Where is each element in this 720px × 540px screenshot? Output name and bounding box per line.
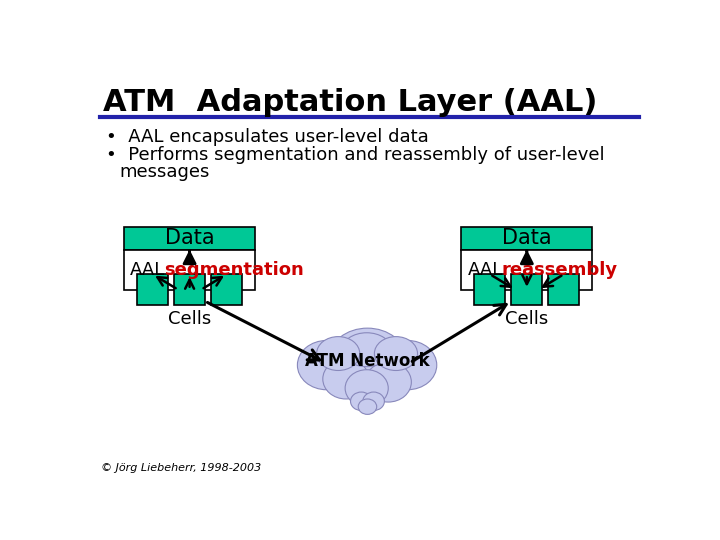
Text: ATM  Adaptation Layer (AAL): ATM Adaptation Layer (AAL) <box>102 88 597 117</box>
Text: segmentation: segmentation <box>164 261 304 279</box>
FancyBboxPatch shape <box>138 274 168 305</box>
Ellipse shape <box>329 328 406 390</box>
Text: ATM Network: ATM Network <box>305 352 430 370</box>
FancyBboxPatch shape <box>211 274 242 305</box>
Text: •  Performs segmentation and reassembly of user-level: • Performs segmentation and reassembly o… <box>106 146 604 164</box>
FancyBboxPatch shape <box>124 226 255 249</box>
Ellipse shape <box>365 362 411 402</box>
Text: AAL: AAL <box>130 261 166 279</box>
Text: Cells: Cells <box>168 309 211 328</box>
Ellipse shape <box>323 359 369 399</box>
FancyBboxPatch shape <box>174 274 205 305</box>
Ellipse shape <box>378 340 437 390</box>
Text: Data: Data <box>502 228 552 248</box>
FancyBboxPatch shape <box>462 249 593 289</box>
Text: © Jörg Liebeherr, 1998-2003: © Jörg Liebeherr, 1998-2003 <box>101 463 261 473</box>
FancyBboxPatch shape <box>462 226 593 249</box>
Ellipse shape <box>374 336 418 370</box>
Ellipse shape <box>317 336 360 370</box>
FancyBboxPatch shape <box>124 249 255 289</box>
Text: messages: messages <box>120 163 210 180</box>
Ellipse shape <box>359 399 377 414</box>
Ellipse shape <box>297 340 356 390</box>
Text: AAL: AAL <box>467 261 503 279</box>
Text: Cells: Cells <box>505 309 549 328</box>
Ellipse shape <box>345 370 388 407</box>
Ellipse shape <box>363 392 384 410</box>
Ellipse shape <box>351 392 372 410</box>
Ellipse shape <box>342 333 392 367</box>
Text: reassembly: reassembly <box>501 261 618 279</box>
FancyBboxPatch shape <box>549 274 579 305</box>
Text: •  AAL encapsulates user-level data: • AAL encapsulates user-level data <box>106 128 428 146</box>
FancyBboxPatch shape <box>511 274 542 305</box>
Text: Data: Data <box>165 228 215 248</box>
FancyBboxPatch shape <box>474 274 505 305</box>
